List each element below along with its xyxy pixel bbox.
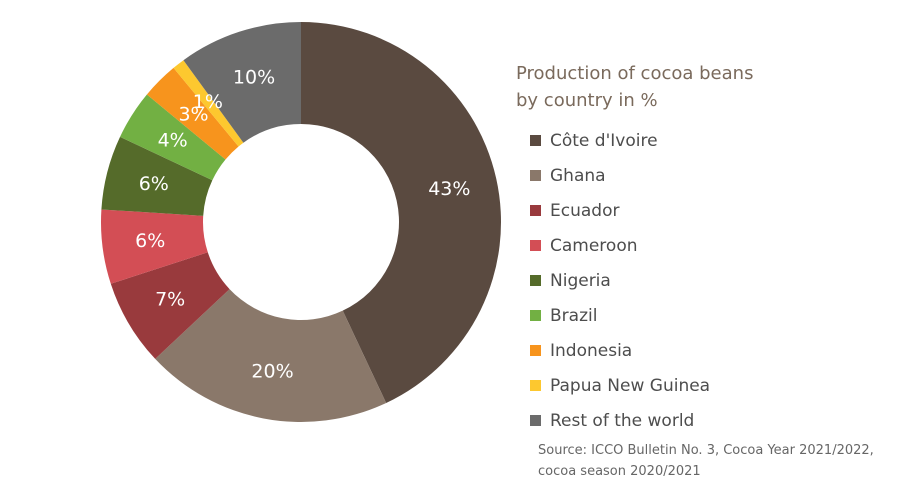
chart-title: Production of cocoa beans bbox=[516, 63, 754, 84]
legend-swatch bbox=[530, 415, 541, 426]
legend-item-c-te-d-ivoire: Côte d'Ivoire bbox=[530, 123, 896, 158]
chart-legend: Production of cocoa beans by country in … bbox=[516, 60, 896, 482]
legend-label: Indonesia bbox=[550, 340, 633, 361]
legend-item-cameroon: Cameroon bbox=[530, 228, 896, 263]
legend-swatch bbox=[530, 205, 541, 216]
legend-label: Ghana bbox=[550, 165, 606, 186]
chart-subtitle: by country in % bbox=[516, 90, 658, 111]
slice-label-ecuador: 7% bbox=[155, 288, 185, 310]
slice-label-cameroon: 6% bbox=[135, 230, 165, 252]
slice-brazil bbox=[120, 94, 226, 181]
slice-papua-new-guinea bbox=[173, 60, 244, 147]
legend-label: Côte d'Ivoire bbox=[550, 130, 658, 151]
legend-item-indonesia: Indonesia bbox=[530, 333, 896, 368]
slice-cameroon bbox=[100, 209, 208, 284]
legend-item-papua-new-guinea: Papua New Guinea bbox=[530, 368, 896, 403]
legend-label: Ecuador bbox=[550, 200, 620, 221]
legend-item-ecuador: Ecuador bbox=[530, 193, 896, 228]
legend-label: Cameroon bbox=[550, 235, 638, 256]
slice-label-indonesia: 3% bbox=[178, 104, 208, 126]
slice-label-papua-new-guinea: 1% bbox=[193, 91, 223, 113]
legend-list: Côte d'Ivoire Ghana Ecuador Cameroon Nigeria… bbox=[530, 123, 896, 438]
slice-rest-of-the-world bbox=[183, 22, 301, 143]
legend-swatch bbox=[530, 240, 541, 251]
legend-swatch bbox=[530, 345, 541, 356]
slice-label-rest-of-the-world: 10% bbox=[233, 66, 275, 88]
slice-nigeria bbox=[101, 136, 213, 216]
legend-label: Rest of the world bbox=[550, 410, 695, 431]
slice-label-nigeria: 6% bbox=[139, 173, 169, 195]
legend-label: Nigeria bbox=[550, 270, 611, 291]
legend-swatch bbox=[530, 310, 541, 321]
slice-label-c-te-d-ivoire: 43% bbox=[428, 178, 470, 200]
legend-swatch bbox=[530, 135, 541, 146]
legend-swatch bbox=[530, 170, 541, 181]
slice-ecuador bbox=[110, 252, 230, 359]
legend-item-brazil: Brazil bbox=[530, 298, 896, 333]
legend-swatch bbox=[530, 380, 541, 391]
donut-slices bbox=[100, 22, 501, 422]
slice-c-te-d-ivoire bbox=[301, 22, 501, 403]
legend-item-nigeria: Nigeria bbox=[530, 263, 896, 298]
legend-item-ghana: Ghana bbox=[530, 158, 896, 193]
legend-swatch bbox=[530, 275, 541, 286]
legend-label: Brazil bbox=[550, 305, 598, 326]
donut-labels: 43% 20% 7% 6% 6% 4% 3%1% 10% bbox=[135, 66, 470, 382]
slice-label-ghana: 20% bbox=[251, 360, 293, 382]
chart-source: Source: ICCO Bulletin No. 3, Cocoa Year … bbox=[538, 443, 874, 479]
slice-ghana bbox=[155, 289, 387, 422]
legend-item-rest-of-the-world: Rest of the world bbox=[530, 403, 896, 438]
slice-indonesia bbox=[146, 67, 239, 160]
legend-label: Papua New Guinea bbox=[550, 375, 711, 396]
slice-label-brazil: 4% bbox=[158, 130, 188, 152]
